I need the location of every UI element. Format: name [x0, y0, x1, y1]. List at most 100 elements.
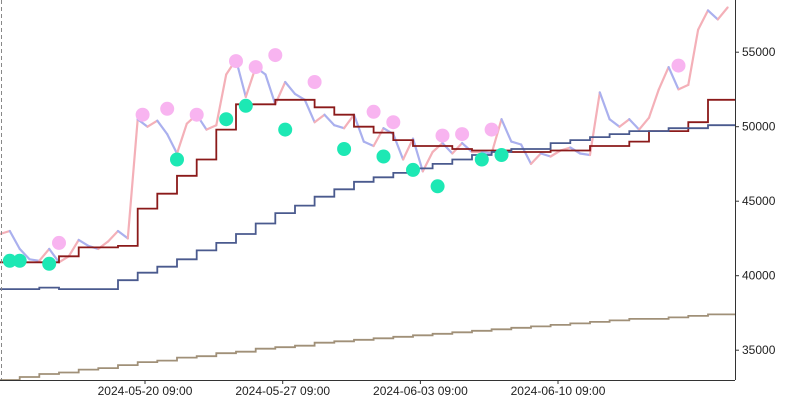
price-segment	[264, 73, 277, 106]
peak-marker	[386, 115, 401, 130]
price-segment	[608, 118, 621, 128]
trough-marker	[474, 152, 489, 167]
price-segment	[18, 247, 31, 261]
trough-marker	[12, 253, 27, 268]
price-segment	[57, 255, 70, 264]
price-segment	[313, 113, 326, 124]
price-segment	[687, 28, 700, 87]
price-segment	[48, 247, 61, 264]
step-mid-line	[0, 124, 735, 290]
trough-marker	[42, 256, 57, 271]
peak-marker	[435, 128, 450, 143]
peak-marker	[189, 107, 204, 122]
axes-layer: 35000 40000 45000 50000 55000 2024-05-20 09:0…	[0, 0, 776, 398]
price-segment	[67, 238, 80, 258]
x-tick-label: 2024-05-27 09:00	[235, 384, 330, 398]
price-segment	[274, 80, 287, 106]
trough-marker	[278, 122, 293, 137]
peak-marker	[229, 54, 243, 69]
price-segment	[716, 6, 729, 21]
peak-marker	[455, 127, 470, 142]
peak-marker	[135, 107, 150, 122]
price-segment	[166, 133, 179, 155]
price-segment	[490, 118, 503, 155]
trough-marker	[337, 142, 352, 156]
peak-marker	[160, 101, 175, 116]
trough-marker	[430, 179, 445, 194]
trough-marker	[376, 149, 391, 164]
trough-marker	[406, 162, 420, 177]
price-segment	[392, 133, 405, 161]
y-tick-label: 45000	[742, 194, 776, 208]
step-short-line	[0, 98, 735, 264]
price-segment	[156, 119, 169, 136]
price-segment	[107, 229, 120, 243]
price-segment	[667, 65, 680, 91]
price-segment	[284, 80, 297, 96]
price-segment	[116, 229, 129, 240]
price-segment	[205, 124, 218, 131]
price-segment	[372, 127, 385, 148]
peak-marker	[248, 60, 263, 75]
price-segment	[539, 152, 552, 158]
price-segment	[352, 113, 365, 143]
price-segment	[343, 113, 356, 130]
price-segment	[529, 152, 542, 165]
price-segment	[598, 91, 611, 121]
price-segment	[175, 122, 188, 155]
price-segment	[510, 140, 523, 146]
peak-marker	[484, 122, 499, 137]
price-segment	[77, 238, 90, 247]
price-segment	[8, 229, 21, 250]
price-segment	[549, 149, 562, 158]
trough-marker	[2, 253, 17, 268]
peak-marker	[671, 58, 686, 73]
price-segment	[647, 88, 660, 119]
x-tick-label: 2024-06-10 09:00	[511, 384, 606, 398]
trough-marker	[238, 98, 253, 113]
trough-marker	[494, 148, 509, 162]
peak-marker	[52, 235, 66, 250]
price-segment	[677, 83, 690, 91]
peak-marker	[366, 104, 381, 119]
price-segment	[215, 73, 228, 127]
peak-marker	[307, 75, 322, 89]
price-segment	[126, 118, 139, 240]
x-tick-label: 2024-06-03 09:00	[373, 384, 468, 398]
y-tick-label: 40000	[742, 269, 776, 283]
price-segment	[333, 124, 346, 130]
price-segment	[628, 118, 641, 131]
price-segment	[588, 91, 601, 157]
price-segment	[441, 142, 454, 155]
price-segment	[618, 118, 631, 128]
price-segment	[696, 9, 710, 31]
price-segment	[38, 247, 51, 262]
trough-marker	[170, 152, 184, 167]
price-segment	[293, 92, 306, 101]
y-tick-label: 50000	[742, 120, 776, 134]
price-segment	[637, 116, 651, 131]
price-segment	[402, 137, 415, 161]
price-segment	[480, 150, 493, 155]
peak-marker	[268, 48, 283, 63]
price-segment	[411, 137, 424, 173]
marker-layer	[2, 48, 686, 271]
price-segment	[303, 98, 316, 124]
price-segment	[706, 9, 719, 21]
trough-marker	[219, 112, 234, 127]
price-segment	[519, 143, 533, 165]
price-segment	[28, 258, 41, 262]
price-segment	[431, 142, 444, 154]
price-segment	[323, 113, 336, 127]
y-tick-label: 35000	[742, 343, 776, 357]
price-segment	[461, 142, 474, 154]
y-tick-label: 55000	[742, 45, 776, 59]
x-tick-label: 2024-05-20 09:00	[98, 384, 193, 398]
price-segment	[578, 152, 592, 157]
series-layer	[0, 6, 735, 381]
price-segment	[362, 140, 375, 148]
step-long-line	[0, 313, 735, 381]
price-segment	[500, 118, 513, 143]
